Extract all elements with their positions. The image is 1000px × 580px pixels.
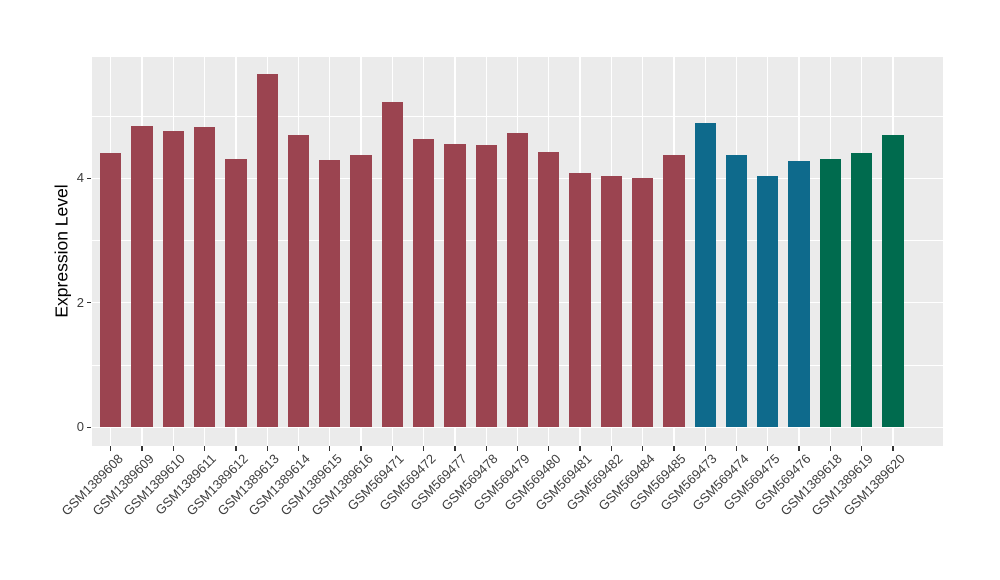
bar-GSM1389608 bbox=[100, 152, 122, 428]
x-axis-tick bbox=[235, 446, 237, 451]
x-axis-tick bbox=[642, 446, 644, 451]
x-axis-tick bbox=[360, 446, 362, 451]
y-axis-tick bbox=[86, 426, 91, 428]
x-axis-tick bbox=[579, 446, 581, 451]
y-axis-tick-label: 2 bbox=[76, 294, 84, 310]
x-axis-tick bbox=[297, 446, 300, 451]
x-axis-tick bbox=[454, 446, 456, 451]
bar-GSM569473 bbox=[694, 122, 716, 428]
bar-GSM1389609 bbox=[131, 126, 153, 428]
x-axis-tick bbox=[892, 446, 894, 451]
x-axis-tick bbox=[673, 446, 675, 451]
bar-GSM569475 bbox=[757, 175, 779, 428]
x-axis-tick bbox=[798, 446, 800, 451]
x-axis-tick bbox=[266, 446, 268, 451]
bar-GSM569480 bbox=[538, 151, 560, 428]
x-axis-tick bbox=[204, 446, 206, 451]
x-axis-tick bbox=[704, 446, 706, 451]
bar-GSM569471 bbox=[381, 102, 403, 428]
bar-GSM569476 bbox=[788, 160, 810, 428]
x-axis-tick bbox=[610, 446, 612, 451]
x-axis-tick bbox=[735, 446, 738, 451]
x-axis-tick bbox=[110, 446, 112, 451]
x-axis-tick bbox=[861, 446, 863, 451]
x-axis-tick bbox=[423, 446, 425, 451]
bar-GSM569472 bbox=[413, 138, 435, 428]
bar-GSM569478 bbox=[475, 144, 497, 428]
bar-GSM1389611 bbox=[193, 127, 216, 428]
bar-GSM1389613 bbox=[256, 74, 278, 428]
bar-GSM1389612 bbox=[225, 159, 247, 428]
bar-GSM569484 bbox=[632, 177, 654, 428]
bar-GSM569481 bbox=[569, 173, 591, 428]
bar-GSM1389619 bbox=[851, 152, 873, 428]
bar-GSM1389616 bbox=[350, 154, 372, 428]
x-axis-tick bbox=[516, 446, 519, 451]
bar-GSM569477 bbox=[444, 143, 466, 428]
bar-GSM1389615 bbox=[319, 159, 341, 428]
bar-GSM569485 bbox=[663, 155, 685, 428]
bar-GSM1389618 bbox=[819, 159, 841, 428]
y-axis-tick bbox=[86, 177, 91, 179]
bar-GSM1389610 bbox=[162, 131, 184, 428]
x-axis-tick bbox=[829, 446, 831, 451]
x-axis-tick bbox=[391, 446, 393, 451]
x-axis-tick bbox=[172, 446, 174, 451]
plot-panel bbox=[92, 57, 943, 446]
bar-GSM1389620 bbox=[882, 134, 904, 428]
x-axis-tick bbox=[329, 446, 331, 451]
bar-GSM569482 bbox=[600, 175, 622, 428]
bar-GSM1389614 bbox=[287, 134, 310, 428]
y-axis-tick-label: 4 bbox=[76, 170, 84, 186]
bar-GSM569474 bbox=[725, 155, 748, 428]
x-axis-tick bbox=[767, 446, 769, 451]
x-axis-tick bbox=[141, 446, 143, 451]
bar-GSM569479 bbox=[506, 132, 529, 428]
y-axis-tick bbox=[86, 302, 91, 304]
x-axis-tick bbox=[548, 446, 550, 451]
y-axis-tick-label: 0 bbox=[76, 419, 84, 435]
x-axis-tick bbox=[485, 446, 487, 451]
